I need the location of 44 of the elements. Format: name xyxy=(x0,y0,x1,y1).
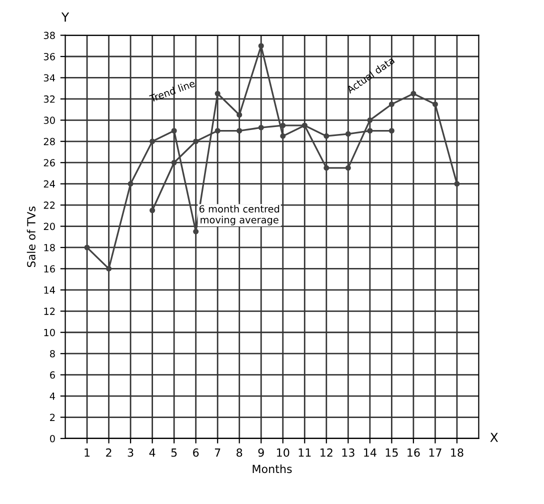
x-tick-label: 3 xyxy=(128,448,134,457)
x-tick-label: 1 xyxy=(84,448,90,457)
y-tick-label: 24 xyxy=(44,180,56,188)
x-tick-label: 6 xyxy=(193,448,199,457)
y-axis-title: Sale of TVs xyxy=(26,206,36,268)
text: Y xyxy=(61,12,70,22)
y-tick-label: 4 xyxy=(50,392,56,400)
x-axis-title: Months xyxy=(252,464,292,474)
y-tick-label: 0 xyxy=(50,434,55,442)
x-tick-label: 17 xyxy=(429,448,442,457)
y-tick-label: 6 xyxy=(50,371,55,379)
y-tick-label: 26 xyxy=(44,159,55,166)
x-tick-label: 5 xyxy=(171,448,177,457)
x-tick-label: 2 xyxy=(106,448,112,457)
x-tick-label: 4 xyxy=(149,448,156,457)
y-tick-label: 34 xyxy=(44,74,56,82)
y-tick-label: 22 xyxy=(44,202,55,209)
y-tick-label: 8 xyxy=(50,350,55,358)
y-tick-label: 2 xyxy=(50,414,55,421)
y-tick-label: 32 xyxy=(44,95,55,103)
x-tick-label: 7 xyxy=(214,448,220,457)
x-tick-label: 8 xyxy=(236,448,242,457)
y-tick-label: 28 xyxy=(44,138,55,146)
y-tick-label: 36 xyxy=(44,52,55,60)
y-tick-label: 16 xyxy=(44,265,55,273)
y-tick-label: 10 xyxy=(44,328,55,336)
x-tick-label: 18 xyxy=(451,448,464,457)
text: X xyxy=(490,432,498,442)
annotation: Trend line xyxy=(148,79,196,102)
x-tick-label: 11 xyxy=(298,448,311,457)
x-tick-label: 10 xyxy=(277,448,290,457)
x-tick-label: 15 xyxy=(386,448,398,457)
y-tick-label: 20 xyxy=(44,222,55,230)
y-tick-label: 14 xyxy=(44,286,56,294)
y-tick-label: 18 xyxy=(44,244,55,252)
x-tick-label: 13 xyxy=(342,448,354,457)
x-tick-label: 12 xyxy=(320,448,332,457)
y-tick-label: 30 xyxy=(44,116,55,124)
y-tick-label: 12 xyxy=(44,308,55,315)
annotation: 6 month centred moving average xyxy=(199,205,280,226)
x-tick-label: 16 xyxy=(408,448,420,457)
x-tick-label: 9 xyxy=(258,448,264,457)
y-tick-label: 38 xyxy=(44,32,55,40)
x-tick-label: 14 xyxy=(364,448,376,457)
